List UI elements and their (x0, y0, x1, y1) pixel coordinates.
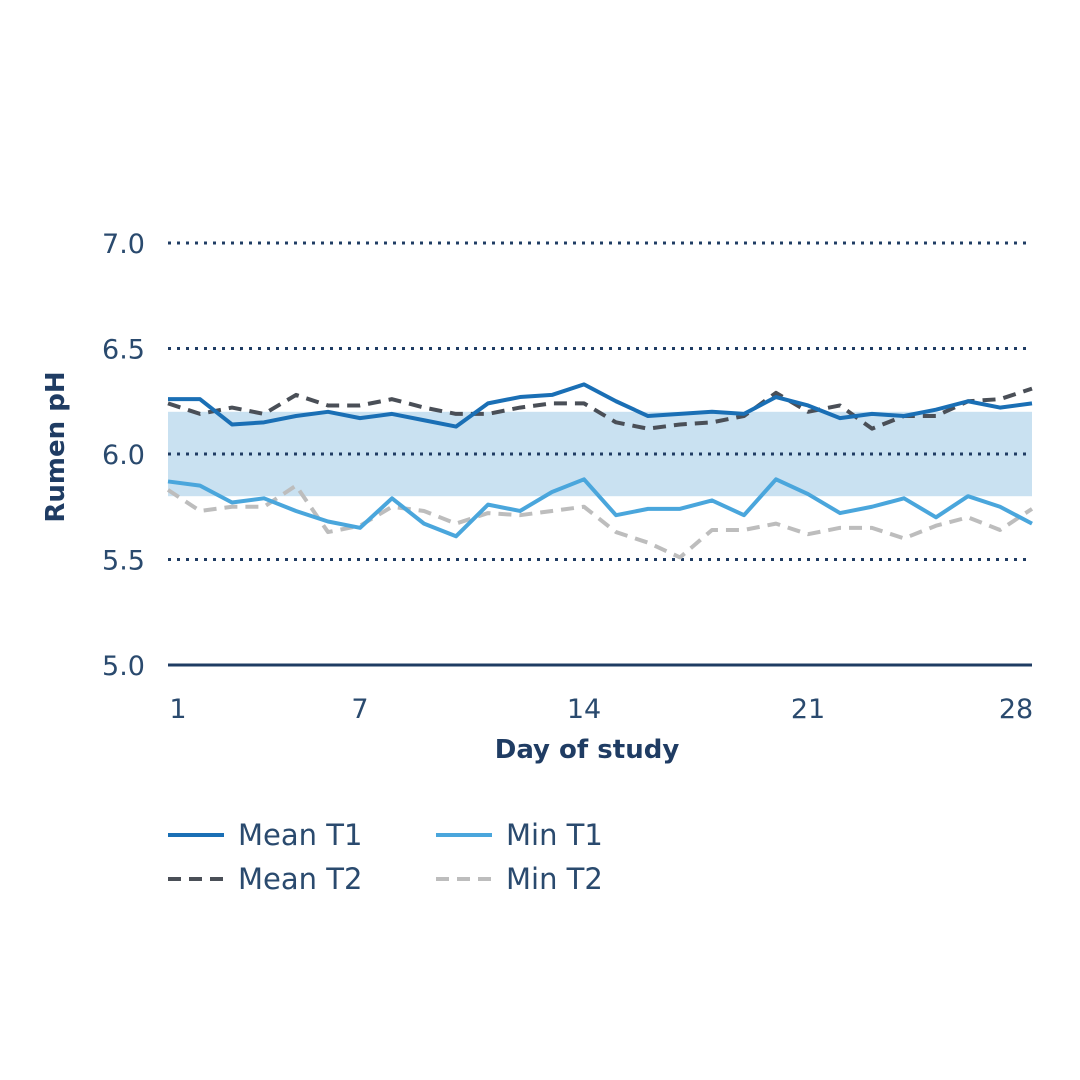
legend: Mean T1 Min T1 Mean T2 Min T2 (168, 815, 636, 899)
legend-swatch (168, 833, 224, 837)
series-line-min-t2 (166, 483, 1034, 560)
legend-item-mean-t1: Mean T1 (168, 815, 436, 855)
y-tick-label: 7.0 (102, 229, 145, 260)
x-tick-label: 1 (169, 694, 186, 725)
x-tick-label: 21 (791, 694, 825, 725)
y-axis-label: Rumen pH (41, 371, 71, 522)
series-line-mean-t2 (167, 386, 1033, 431)
x-tick-label: 7 (351, 694, 368, 725)
legend-label: Min T1 (506, 818, 603, 852)
legend-swatch (436, 833, 492, 837)
x-tick-label: 28 (999, 694, 1033, 725)
legend-label: Mean T1 (238, 818, 363, 852)
y-tick-label: 5.0 (102, 651, 145, 682)
legend-swatch (436, 877, 492, 881)
legend-item-mean-t2: Mean T2 (168, 859, 436, 899)
y-tick-label: 6.0 (102, 440, 145, 471)
series-line-min-t1 (167, 477, 1033, 539)
x-tick-label: 14 (567, 694, 601, 725)
legend-item-min-t1: Min T1 (436, 815, 636, 855)
series-line-mean-t1 (168, 382, 1033, 429)
legend-item-min-t2: Min T2 (436, 859, 636, 899)
legend-swatch (168, 877, 224, 881)
y-tick-label: 6.5 (102, 335, 145, 366)
legend-label: Mean T2 (238, 862, 363, 896)
y-tick-label: 5.5 (102, 546, 145, 577)
legend-label: Min T2 (506, 862, 603, 896)
x-axis-label: Day of study (495, 735, 680, 765)
